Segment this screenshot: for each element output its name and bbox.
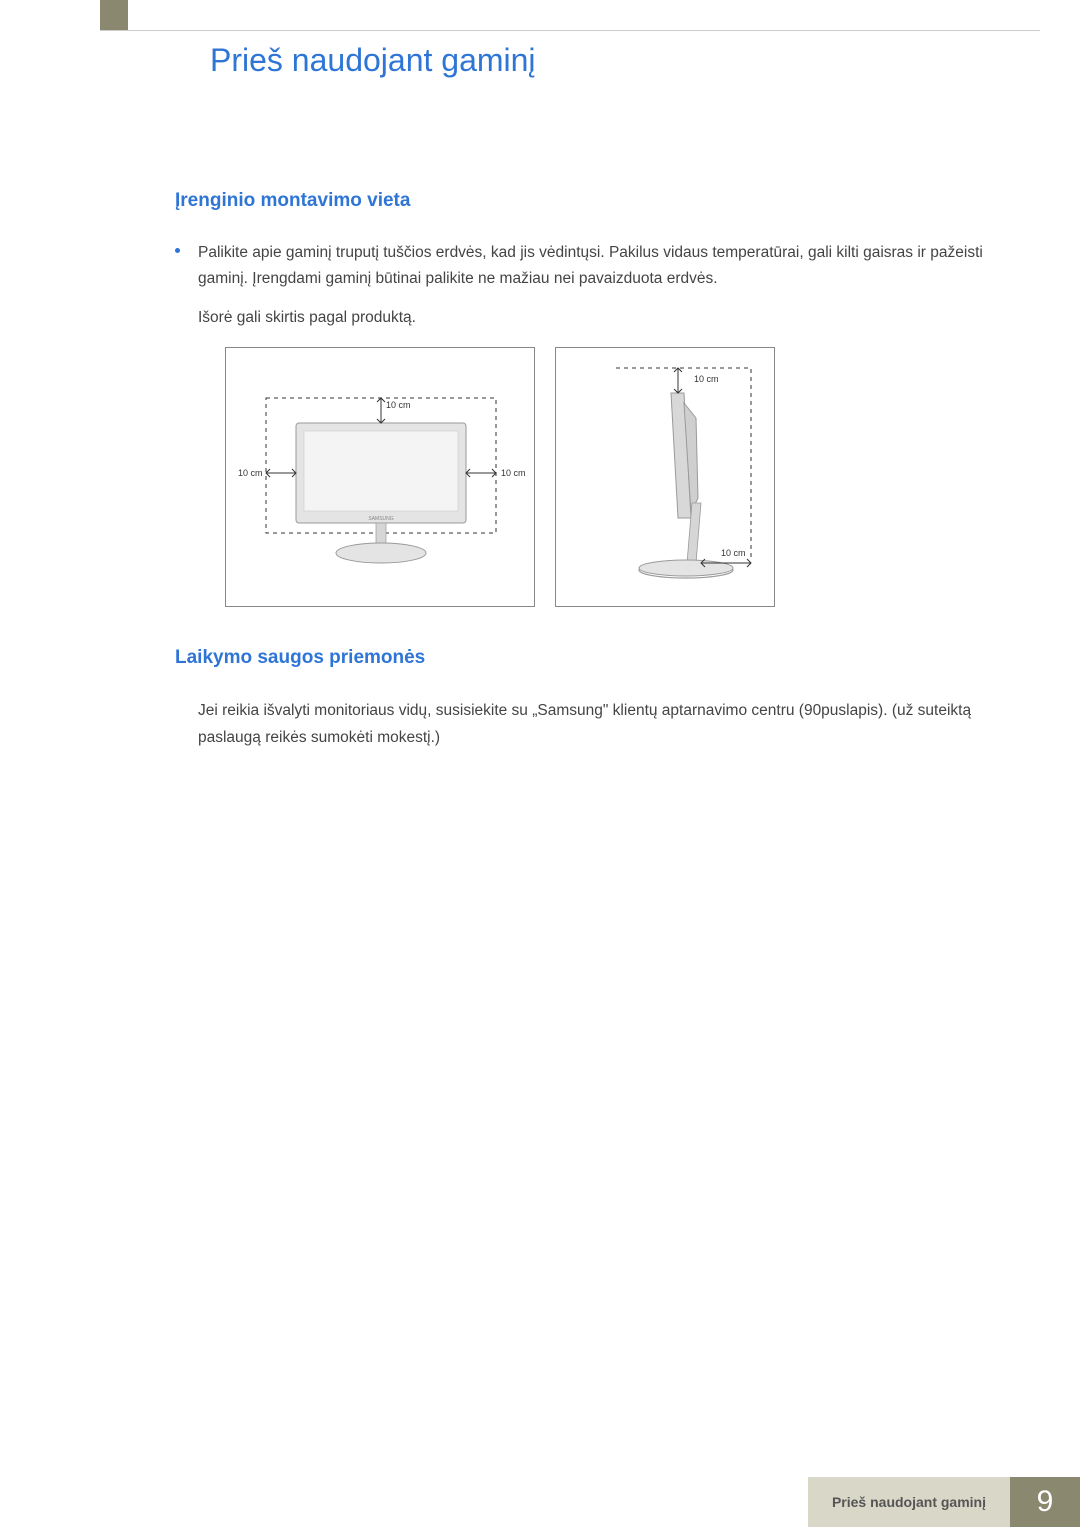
content-area: Įrenginio montavimo vieta Palikite apie … xyxy=(175,190,995,751)
section2-text: Jei reikia išvalyti monitoriaus vidų, su… xyxy=(198,697,995,751)
header-accent-block xyxy=(100,0,128,30)
bullet-text: Palikite apie gaminį truputį tuščios erd… xyxy=(198,240,995,293)
footer: Prieš naudojant gaminį 9 xyxy=(0,1477,1080,1527)
svg-text:SAMSUNG: SAMSUNG xyxy=(368,516,393,522)
page-title: Prieš naudojant gaminį xyxy=(210,42,536,79)
bullet-item: Palikite apie gaminį truputį tuščios erd… xyxy=(175,240,995,293)
bullet-icon xyxy=(175,248,180,253)
section1-heading: Įrenginio montavimo vieta xyxy=(175,190,995,212)
label-right: 10 cm xyxy=(501,468,526,478)
diagram-side: 10 cm 10 cm xyxy=(555,347,775,607)
label-side-top: 10 cm xyxy=(694,374,719,384)
section2-heading: Laikymo saugos priemonės xyxy=(175,647,995,669)
diagram-front: SAMSUNG 10 cm 10 cm 10 cm xyxy=(225,347,535,607)
label-left: 10 cm xyxy=(238,468,263,478)
diagram-row: SAMSUNG 10 cm 10 cm 10 cm xyxy=(225,347,995,607)
label-top: 10 cm xyxy=(386,400,411,410)
footer-label: Prieš naudojant gaminį xyxy=(808,1477,1010,1527)
section1-note: Išorė gali skirtis pagal produktą. xyxy=(198,309,995,327)
footer-page-number: 9 xyxy=(1010,1477,1080,1527)
label-side-bottom: 10 cm xyxy=(721,548,746,558)
header-rule xyxy=(100,30,1040,31)
section2: Laikymo saugos priemonės Jei reikia išva… xyxy=(175,647,995,751)
